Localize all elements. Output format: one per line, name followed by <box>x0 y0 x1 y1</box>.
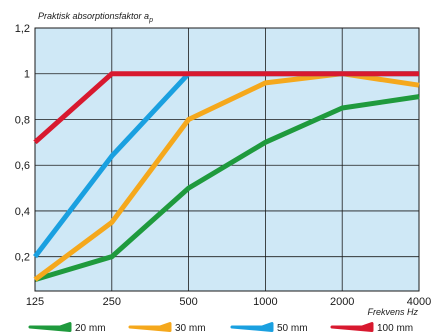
series-line-20mm <box>34 94 420 282</box>
legend-item: 50 mm <box>230 322 308 334</box>
y-axis-title: Praktisk absorptionsfaktor ap <box>38 11 153 24</box>
legend-swatch <box>330 322 374 332</box>
legend-item: 100 mm <box>330 322 413 334</box>
x-tick-label: 1000 <box>253 296 277 308</box>
x-tick-label: 2000 <box>330 296 354 308</box>
x-tick-label: 125 <box>26 296 44 308</box>
x-tick-labels: 125 250 500 1000 2000 4000 <box>26 296 431 308</box>
plot-background <box>34 27 420 292</box>
x-axis-title: Frekvens Hz <box>367 307 418 317</box>
legend-label: 100 mm <box>377 323 413 334</box>
x-tick-label: 250 <box>103 296 121 308</box>
y-tick-label: 0,2 <box>15 252 30 264</box>
y-tick-label: 0,6 <box>15 160 30 172</box>
series-lines <box>33 71 420 282</box>
y-tick-label: 1 <box>24 69 30 81</box>
x-tick-label: 4000 <box>407 296 431 308</box>
legend-label: 30 mm <box>175 323 206 334</box>
legend-label: 50 mm <box>277 323 308 334</box>
legend-item: 30 mm <box>128 322 206 334</box>
legend-label: 20 mm <box>75 323 106 334</box>
legend-swatch <box>230 322 274 332</box>
x-tick-label: 500 <box>179 296 197 308</box>
legend-swatch <box>28 322 72 332</box>
y-tick-label: 0,8 <box>15 114 30 126</box>
legend-swatch <box>128 322 172 332</box>
series-line-100mm <box>33 71 419 145</box>
legend-item: 20 mm <box>28 322 106 334</box>
y-tick-label: 1,2 <box>15 23 30 35</box>
legend: 20 mm 30 mm 50 mm 100 mm <box>28 322 413 334</box>
y-tick-label: 0,4 <box>15 206 30 218</box>
y-tick-labels: 0,2 0,4 0,6 0,8 1 1,2 <box>15 23 30 264</box>
